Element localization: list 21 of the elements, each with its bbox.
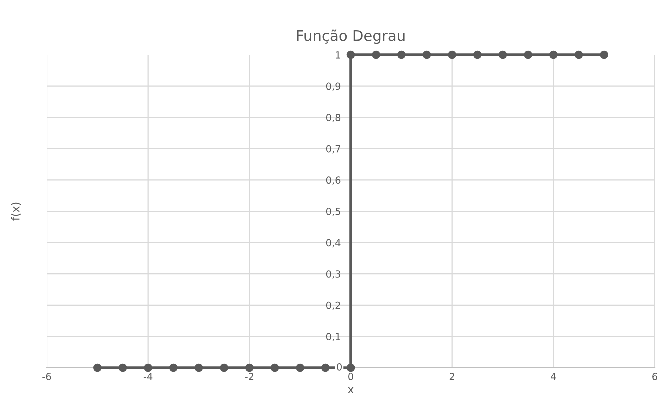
y-tick-label: 0,1	[326, 333, 340, 342]
y-tick-label: 0,6	[326, 176, 341, 186]
y-tick-label: 0,7	[326, 145, 340, 154]
chart-title: Função Degrau	[297, 30, 405, 44]
x-axis-title: x	[348, 387, 354, 394]
y-tick-label: 0,5	[326, 208, 340, 216]
y-tick-label: 0	[337, 363, 342, 371]
x-tick-label: -6	[42, 373, 52, 380]
y-tick-label: 0,9	[326, 82, 341, 92]
x-tick-label: 4	[551, 373, 556, 380]
y-tick-label: 0,3	[326, 270, 340, 279]
x-tick-label: 0	[348, 373, 354, 380]
x-tick-label: -2	[245, 373, 254, 380]
x-tick-label: 2	[450, 373, 454, 380]
y-tick-label: 0,8	[326, 114, 341, 122]
x-tick-label: 6	[652, 373, 658, 380]
y-tick-label: 0,4	[326, 239, 341, 248]
y-tick-label: 1	[336, 52, 340, 59]
y-axis-title: f(x)	[11, 202, 22, 221]
x-tick-label: -4	[144, 373, 153, 380]
y-tick-label: 0,2	[326, 302, 340, 310]
